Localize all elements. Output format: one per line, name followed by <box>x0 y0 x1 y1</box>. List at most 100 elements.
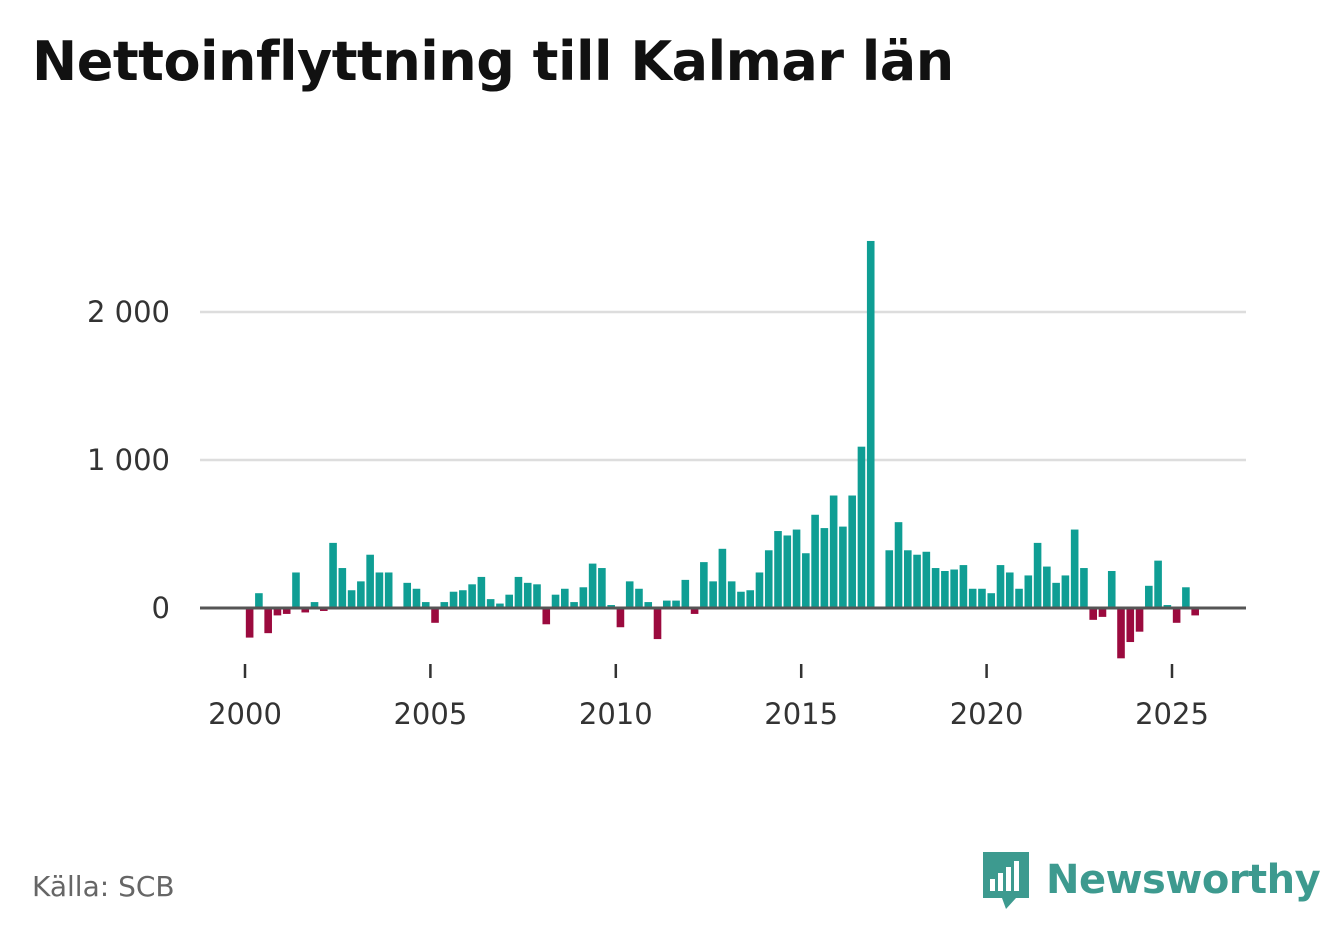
bar[interactable] <box>941 571 949 608</box>
bar[interactable] <box>987 593 996 608</box>
bar[interactable] <box>950 569 958 608</box>
bar[interactable] <box>431 608 439 623</box>
bar[interactable] <box>811 514 819 608</box>
bar[interactable] <box>1061 575 1070 608</box>
bar[interactable] <box>1043 566 1051 608</box>
bar[interactable] <box>310 602 319 608</box>
bar[interactable] <box>662 600 671 608</box>
bar[interactable] <box>700 562 708 608</box>
bar[interactable] <box>570 602 578 608</box>
bar[interactable] <box>616 608 625 628</box>
bar[interactable] <box>737 591 745 608</box>
bar[interactable] <box>774 531 782 608</box>
bar[interactable] <box>1172 608 1181 623</box>
bar[interactable] <box>866 240 875 608</box>
bar[interactable] <box>1052 582 1060 608</box>
bar[interactable] <box>996 565 1005 608</box>
bar[interactable] <box>1117 608 1125 659</box>
bar[interactable] <box>1126 608 1135 643</box>
bar[interactable] <box>746 590 755 608</box>
bar[interactable] <box>1107 571 1116 608</box>
bar[interactable] <box>848 495 856 608</box>
x-tick-label: 2020 <box>950 697 1024 731</box>
bar[interactable] <box>959 565 968 608</box>
bar[interactable] <box>421 602 430 608</box>
bar[interactable] <box>375 572 384 608</box>
bar[interactable] <box>579 587 588 608</box>
bar[interactable] <box>709 581 717 608</box>
bar[interactable] <box>727 581 736 608</box>
bar[interactable] <box>681 579 690 608</box>
bar[interactable] <box>440 602 449 608</box>
bar[interactable] <box>1015 588 1023 608</box>
bar[interactable] <box>792 529 801 608</box>
bar[interactable] <box>1191 608 1199 616</box>
bar[interactable] <box>802 553 810 608</box>
bar[interactable] <box>366 554 374 608</box>
bar[interactable] <box>857 446 866 608</box>
bar[interactable] <box>783 535 792 608</box>
bar[interactable] <box>913 554 921 608</box>
bar[interactable] <box>1033 542 1042 608</box>
bar[interactable] <box>468 584 476 608</box>
bar[interactable] <box>282 608 291 614</box>
bar[interactable] <box>412 588 421 608</box>
bar[interactable] <box>885 550 894 608</box>
bar[interactable] <box>486 599 495 608</box>
brand[interactable]: Newsworthy <box>980 848 1321 912</box>
bar[interactable] <box>764 550 773 608</box>
bar[interactable] <box>449 591 458 608</box>
bar[interactable] <box>922 551 931 608</box>
bar[interactable] <box>598 568 606 608</box>
bar[interactable] <box>292 572 300 608</box>
bar[interactable] <box>496 603 504 608</box>
bar[interactable] <box>635 588 643 608</box>
bar[interactable] <box>561 588 569 608</box>
bar[interactable] <box>718 548 727 608</box>
bar[interactable] <box>1098 608 1107 617</box>
bar[interactable] <box>1154 560 1162 608</box>
bar[interactable] <box>551 594 560 608</box>
bar[interactable] <box>690 608 699 614</box>
bar[interactable] <box>459 590 467 608</box>
bar[interactable] <box>1005 572 1014 608</box>
bar[interactable] <box>1024 575 1033 608</box>
bar[interactable] <box>1145 585 1153 608</box>
bar[interactable] <box>588 563 597 608</box>
bar[interactable] <box>403 582 412 608</box>
bar[interactable] <box>245 608 254 638</box>
bar[interactable] <box>1070 529 1079 608</box>
bar[interactable] <box>329 542 337 608</box>
bar[interactable] <box>514 576 523 608</box>
bar[interactable] <box>978 588 986 608</box>
bar[interactable] <box>505 594 513 608</box>
bar[interactable] <box>1135 608 1144 632</box>
bar[interactable] <box>1080 568 1088 608</box>
bar[interactable] <box>931 568 940 608</box>
bar[interactable] <box>301 608 310 613</box>
bar[interactable] <box>523 582 532 608</box>
bar[interactable] <box>533 584 541 608</box>
bar[interactable] <box>829 495 838 608</box>
bar[interactable] <box>477 576 486 608</box>
bar[interactable] <box>1089 608 1097 620</box>
bar[interactable] <box>338 568 347 608</box>
bar[interactable] <box>255 593 263 608</box>
bar[interactable] <box>894 522 903 608</box>
bar[interactable] <box>755 572 764 608</box>
bar[interactable] <box>384 572 393 608</box>
bar[interactable] <box>839 526 847 608</box>
bar[interactable] <box>820 528 829 608</box>
bar[interactable] <box>357 581 365 608</box>
bar[interactable] <box>264 608 272 634</box>
bar[interactable] <box>968 588 977 608</box>
bar[interactable] <box>347 590 356 608</box>
bar[interactable] <box>672 600 680 608</box>
bar[interactable] <box>1182 587 1190 608</box>
bar[interactable] <box>904 550 912 608</box>
bar[interactable] <box>625 581 634 608</box>
bar[interactable] <box>273 608 282 616</box>
bar[interactable] <box>653 608 662 640</box>
bar[interactable] <box>644 602 653 608</box>
bar[interactable] <box>542 608 551 625</box>
